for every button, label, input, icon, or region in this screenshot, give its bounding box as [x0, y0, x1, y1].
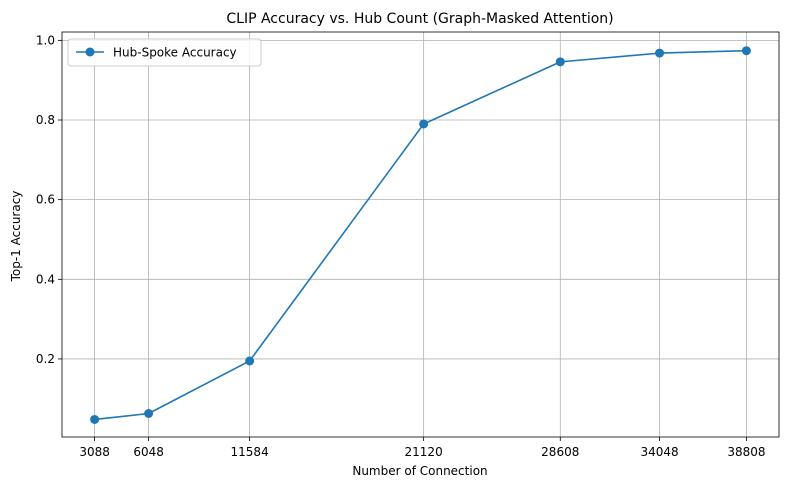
x-axis-label: Number of Connection — [352, 464, 487, 478]
legend-marker-swatch — [85, 47, 95, 57]
chart-title: CLIP Accuracy vs. Hub Count (Graph-Maske… — [226, 11, 613, 27]
x-tick-label: 6048 — [133, 445, 164, 459]
y-tick-label: 0.4 — [36, 272, 55, 286]
legend: Hub-Spoke Accuracy — [67, 38, 262, 67]
data-point — [741, 46, 751, 56]
y-tick-label: 0.2 — [36, 352, 55, 366]
x-axis-ticks: 3088 6048 11584 21120 28608 34048 38808 — [79, 437, 766, 459]
legend-box — [67, 38, 262, 67]
gridlines — [62, 32, 779, 437]
data-point — [144, 409, 154, 419]
x-tick-label: 28608 — [541, 445, 579, 459]
y-axis-label: Top-1 Accuracy — [9, 191, 23, 283]
data-point — [655, 48, 665, 58]
x-tick-label: 21120 — [405, 445, 443, 459]
y-tick-label: 0.6 — [36, 193, 55, 207]
data-point — [90, 414, 100, 424]
x-tick-label: 38808 — [727, 445, 765, 459]
y-tick-label: 1.0 — [36, 33, 55, 47]
x-tick-label: 11584 — [231, 445, 269, 459]
plot-frame — [61, 31, 780, 438]
legend-label-hub-spoke-accuracy: Hub-Spoke Accuracy — [113, 46, 237, 60]
series-markers — [90, 46, 751, 424]
data-point — [555, 57, 565, 67]
data-point — [245, 356, 255, 366]
y-tick-label: 0.8 — [36, 113, 55, 127]
y-axis-ticks: 0.2 0.4 0.6 0.8 1.0 — [36, 33, 62, 366]
x-tick-label: 3088 — [79, 445, 110, 459]
x-tick-label: 34048 — [640, 445, 678, 459]
data-point — [419, 119, 429, 129]
